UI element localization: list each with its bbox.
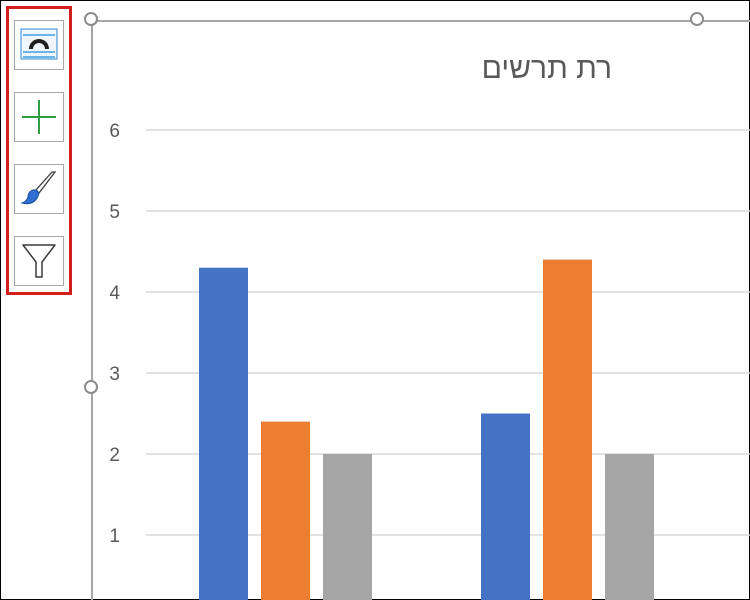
bar-series2-group1[interactable] xyxy=(261,421,310,600)
y-tick-label: 2 xyxy=(109,445,120,466)
resize-handle-middle-left[interactable] xyxy=(84,380,98,394)
resize-handle-top-middle[interactable] xyxy=(690,12,704,26)
y-tick-label: 5 xyxy=(109,202,120,223)
y-tick-label: 6 xyxy=(109,121,120,142)
bar-series3-group1[interactable] xyxy=(323,454,372,600)
resize-handle-top-left[interactable] xyxy=(84,12,98,26)
bar-series3-group2[interactable] xyxy=(605,454,654,600)
y-tick-label: 3 xyxy=(109,364,120,385)
y-tick-label: 4 xyxy=(109,283,120,304)
chart-tools-highlight xyxy=(6,6,72,295)
chart-styles-button[interactable] xyxy=(14,164,64,214)
chart-elements-button[interactable] xyxy=(14,20,64,70)
chart-elements-icon xyxy=(20,28,58,60)
bar-series1-group1[interactable] xyxy=(199,267,248,600)
add-element-icon xyxy=(22,100,56,134)
bar-series2-group2[interactable] xyxy=(543,259,592,600)
chart-filter-button[interactable] xyxy=(14,236,64,286)
chart-styles-brush-icon xyxy=(20,171,57,205)
y-tick-label: 1 xyxy=(109,526,120,547)
chart-title[interactable]: רת תרשים xyxy=(481,52,612,85)
chart-filter-icon xyxy=(22,244,56,278)
bar-series1-group2[interactable] xyxy=(481,413,530,600)
add-element-button[interactable] xyxy=(14,92,64,142)
chart-area[interactable] xyxy=(91,20,750,600)
